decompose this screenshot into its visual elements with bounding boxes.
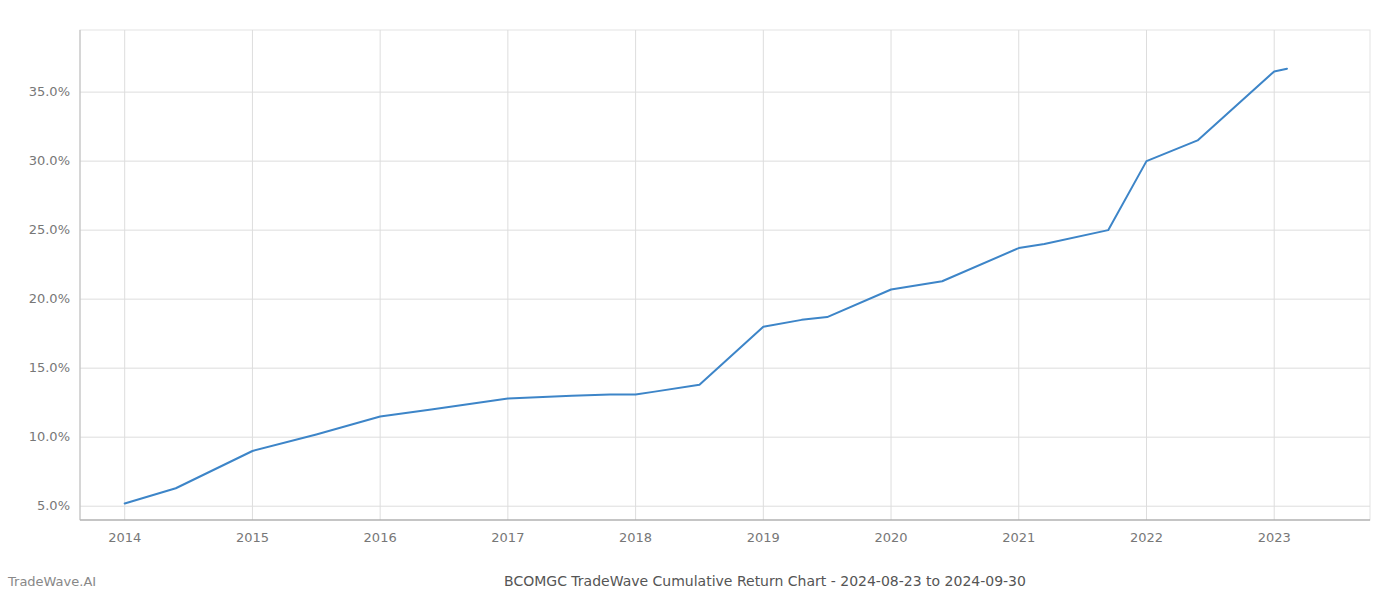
x-grid-line [124, 30, 125, 520]
data-group [125, 69, 1287, 504]
y-tick-label: 15.0% [29, 360, 70, 375]
x-tick-label: 2021 [1002, 530, 1035, 545]
y-grid-line [80, 161, 1370, 162]
x-tick-label: 2015 [236, 530, 269, 545]
x-tick-label: 2020 [874, 530, 907, 545]
y-axis-line [80, 30, 81, 520]
plot-frame [80, 30, 1370, 520]
x-tick-label: 2022 [1130, 530, 1163, 545]
x-grid-line [1018, 30, 1019, 520]
y-grid-line [80, 299, 1370, 300]
x-grid-line [252, 30, 253, 520]
x-grid-line [763, 30, 764, 520]
x-tick-label: 2023 [1258, 530, 1291, 545]
x-tick-label: 2014 [108, 530, 141, 545]
page: {"chart_data": {"type": "line", "title":… [0, 0, 1400, 600]
watermark: TradeWave.AI [7, 574, 96, 589]
chart: 5.0% 10.0% 15.0% 20.0% 25.0% 30.0% 35.0% 2014 20… [0, 0, 1400, 600]
chart-title: BCOMGC TradeWave Cumulative Return Chart… [504, 573, 1026, 589]
y-grid-line [80, 368, 1370, 369]
y-tick-label: 35.0% [29, 84, 70, 99]
y-tick-label: 30.0% [29, 153, 70, 168]
y-grid-line [80, 230, 1370, 231]
x-grid-line [507, 30, 508, 520]
y-tick-label: 10.0% [29, 429, 70, 444]
y-tick-label: 20.0% [29, 291, 70, 306]
y-tick-label: 5.0% [37, 498, 70, 513]
x-axis-line [80, 520, 1370, 521]
x-grid-line [635, 30, 636, 520]
x-grid-line [1146, 30, 1147, 520]
x-tick-label: 2018 [619, 530, 652, 545]
x-grid-line [1274, 30, 1275, 520]
x-grid-line [380, 30, 381, 520]
x-tick-label: 2017 [491, 530, 524, 545]
x-tick-label: 2019 [747, 530, 780, 545]
x-tick-label: 2016 [364, 530, 397, 545]
y-tick-label: 25.0% [29, 222, 70, 237]
y-grid-line [80, 506, 1370, 507]
y-grid-line [80, 92, 1370, 93]
grid [80, 30, 1370, 520]
y-grid-line [80, 437, 1370, 438]
x-grid-line [891, 30, 892, 520]
tick-labels: 5.0% 10.0% 15.0% 20.0% 25.0% 30.0% 35.0% 2014 20… [29, 84, 1291, 545]
data-line [125, 69, 1287, 504]
